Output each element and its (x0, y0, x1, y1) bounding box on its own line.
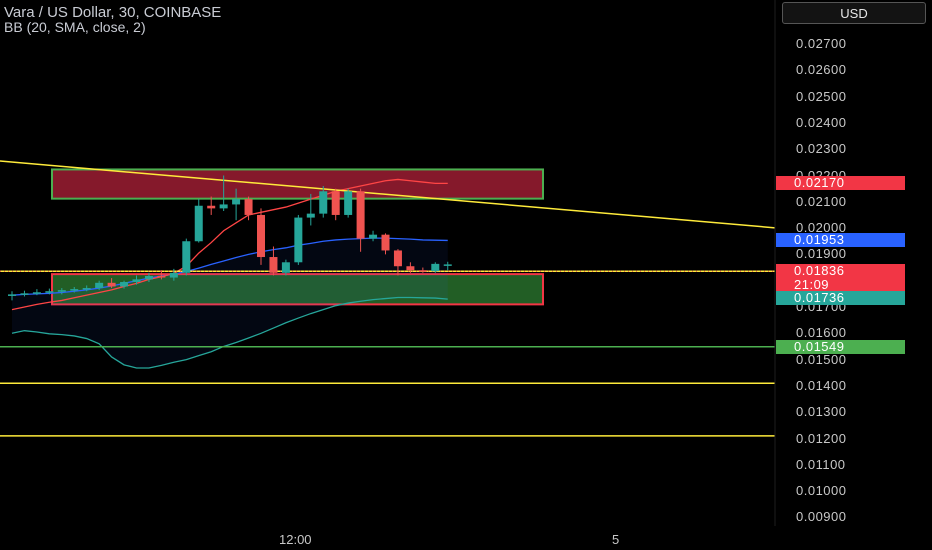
price-tick-label: 0.01100 (796, 456, 846, 472)
candle-body (45, 291, 54, 293)
bb-basis-line (11, 178, 448, 311)
price-tick-label: 0.02700 (796, 36, 847, 51)
candle-body (132, 279, 141, 283)
candle-body (244, 199, 253, 215)
price-tag-value: 0.01953 (794, 232, 845, 248)
candle-body (344, 191, 353, 215)
candle-body (157, 275, 166, 278)
candle-body (319, 191, 328, 214)
price-tag-countdown: 21:09 (794, 277, 830, 293)
price-tag-value: 0.01836 (794, 263, 845, 279)
currency-button[interactable]: USD (782, 2, 926, 24)
candle-body (144, 275, 153, 280)
candle-body (306, 213, 315, 218)
price-tag-value: 0.02170 (794, 175, 845, 191)
candle-body (294, 217, 303, 263)
candle-body (107, 282, 116, 287)
candle-body (20, 293, 29, 295)
price-tick-label: 0.01600 (796, 325, 847, 341)
price-tick-label: 0.02600 (796, 62, 847, 78)
price-tick-label: 0.02400 (796, 114, 847, 130)
price-tag: 0.01736 (776, 289, 905, 305)
candle-body (219, 204, 228, 209)
price-tick-label: 0.01900 (796, 246, 847, 262)
time-tick-label: 5 (612, 532, 620, 547)
candle-body (431, 263, 440, 272)
candle-body (232, 199, 241, 205)
symbol-title: Vara / US Dollar, 30, COINBASE (4, 4, 222, 21)
candle-body (169, 272, 178, 278)
candle-body (194, 205, 203, 242)
candle-body (356, 191, 365, 239)
time-tick-label: 12:00 (279, 532, 312, 547)
candle-body (269, 257, 278, 273)
candle-body (95, 282, 104, 289)
candle-body (120, 282, 129, 287)
candle-body (182, 241, 191, 273)
candle-body (8, 294, 16, 296)
bb-lower-line (11, 296, 448, 369)
candle-body (281, 262, 290, 273)
price-tick-label: 0.02500 (796, 88, 847, 104)
candle-body (369, 234, 378, 239)
candle-body (70, 289, 79, 291)
price-tick-label: 0.01400 (796, 377, 847, 393)
supply-zone (51, 168, 544, 200)
price-tick-label: 0.02300 (796, 141, 847, 157)
descending-trendline (0, 160, 776, 229)
indicator-legend: BB (20, SMA, close, 2) (4, 19, 146, 35)
price-tag: 0.01549 (776, 338, 905, 354)
candle-body (57, 290, 66, 292)
price-tag-value: 0.01549 (794, 338, 845, 354)
candle-body (207, 205, 216, 209)
price-tag-value: 0.01736 (794, 289, 845, 305)
price-tag: 0.02170 (776, 175, 905, 191)
candle-body (443, 264, 452, 266)
candle-body (381, 234, 390, 251)
price-tick-label: 0.01500 (796, 351, 847, 367)
price-tick-label: 0.02000 (796, 220, 847, 236)
candle-body (331, 191, 340, 215)
price-tick-label: 0.01200 (796, 430, 847, 446)
candle-body (257, 214, 265, 258)
price-tick-label: 0.02100 (796, 193, 847, 209)
price-tick-label: 0.01000 (796, 483, 847, 499)
candle-body (406, 266, 415, 271)
candle-body (418, 270, 427, 272)
candle-body (393, 250, 402, 267)
candle-body (32, 292, 41, 294)
price-tick-label: 0.00900 (796, 509, 847, 525)
price-tag: 0.01953 (776, 232, 905, 248)
demand-zone (51, 273, 544, 306)
price-tag: 0.01836 21:09 (776, 263, 905, 293)
candle-body (82, 288, 91, 290)
price-tick-label: 0.01300 (796, 404, 847, 420)
